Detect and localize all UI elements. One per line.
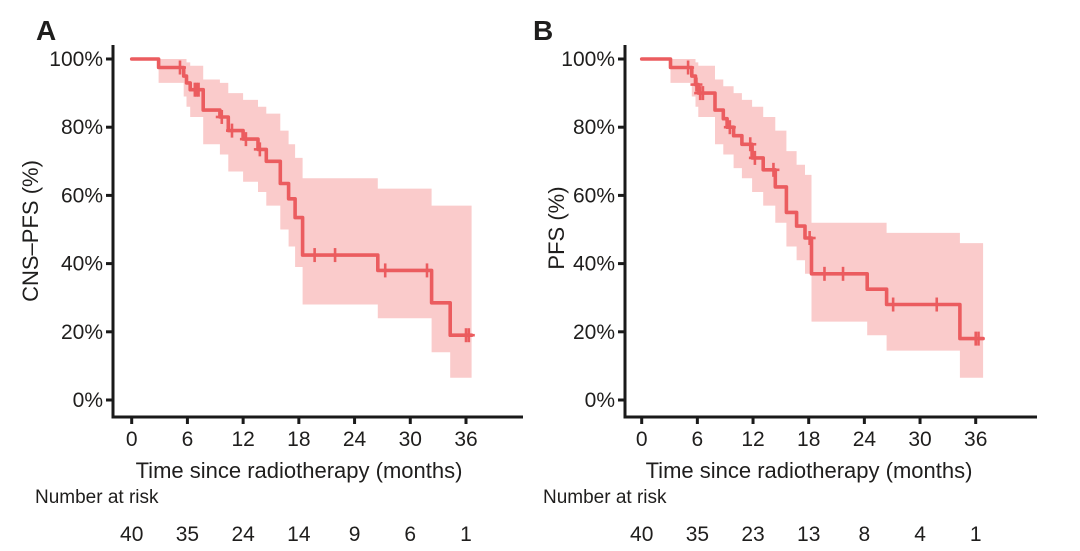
panel-b-plot: 0 40 6 35 12 23 18 13 24 8 30 4 36 1 0% 20% 40% 60% 80% 100… [561, 45, 1037, 546]
x-tick-label: 30 [908, 428, 931, 451]
panel-a-y-axis-title: CNS–PFS (%) [18, 160, 43, 302]
risk-count: 6 [404, 523, 416, 546]
x-tick-label: 6 [692, 428, 704, 451]
y-tick-label: 60% [61, 184, 103, 207]
x-tick-label: 0 [126, 428, 138, 451]
x-tick-label: 36 [454, 428, 477, 451]
panel-b-number-at-risk-label: Number at risk [543, 487, 667, 508]
risk-count: 4 [914, 523, 926, 546]
panel-a-letter: A [36, 15, 56, 46]
risk-count: 8 [859, 523, 871, 546]
axes [618, 45, 1037, 424]
panel-b-x-axis-title: Time since radiotherapy (months) [646, 458, 973, 483]
panel-a-plot: 0 40 6 35 12 24 18 14 24 9 30 6 36 1 0% 20% 40% 60% 80% 100… [49, 45, 523, 546]
risk-count: 1 [970, 523, 982, 546]
panel-b: 0 40 6 35 12 23 18 13 24 8 30 4 36 1 0% 20% 40% 60% 80% 100… [533, 15, 1037, 546]
y-tick-label: 40% [573, 253, 615, 276]
y-tick-label: 80% [573, 116, 615, 139]
survival-curve [129, 57, 474, 337]
risk-count: 9 [349, 523, 361, 546]
x-tick-label: 6 [182, 428, 194, 451]
risk-count: 35 [176, 523, 199, 546]
risk-count: 23 [741, 523, 764, 546]
y-tick-label: 0% [73, 389, 103, 412]
axes [106, 45, 523, 424]
y-tick-label: 20% [61, 321, 103, 344]
y-tick-label: 40% [61, 253, 103, 276]
risk-count: 24 [231, 523, 255, 546]
panel-a-number-at-risk-label: Number at risk [35, 487, 159, 508]
risk-count: 35 [686, 523, 709, 546]
risk-count: 1 [460, 523, 472, 546]
x-tick-label: 0 [636, 428, 648, 451]
panel-b-y-axis-title: PFS (%) [544, 186, 569, 269]
x-tick-label: 36 [964, 428, 987, 451]
y-tick-label: 80% [61, 116, 103, 139]
x-tick-label: 30 [399, 428, 422, 451]
risk-count: 40 [120, 523, 143, 546]
x-tick-label: 18 [797, 428, 820, 451]
confidence-band [670, 59, 984, 378]
risk-count: 40 [630, 523, 653, 546]
panel-a-x-axis-title: Time since radiotherapy (months) [136, 458, 463, 483]
risk-count: 14 [287, 523, 311, 546]
confidence-band [158, 59, 472, 378]
y-tick-label: 20% [573, 321, 615, 344]
x-tick-label: 24 [853, 428, 877, 451]
y-tick-label: 100% [561, 48, 615, 71]
risk-count: 13 [797, 523, 820, 546]
censor-marks [173, 60, 475, 343]
x-tick-label: 24 [343, 428, 367, 451]
panel-b-letter: B [533, 15, 553, 46]
x-tick-label: 12 [741, 428, 764, 451]
x-tick-label: 18 [287, 428, 310, 451]
y-tick-label: 100% [49, 48, 103, 71]
censor-marks [682, 60, 985, 346]
x-tick-label: 12 [231, 428, 254, 451]
y-tick-label: 0% [585, 389, 615, 412]
y-tick-label: 60% [573, 184, 615, 207]
panel-a: 0 40 6 35 12 24 18 14 24 9 30 6 36 1 0% 20% 40% 60% 80% 100… [18, 15, 523, 546]
